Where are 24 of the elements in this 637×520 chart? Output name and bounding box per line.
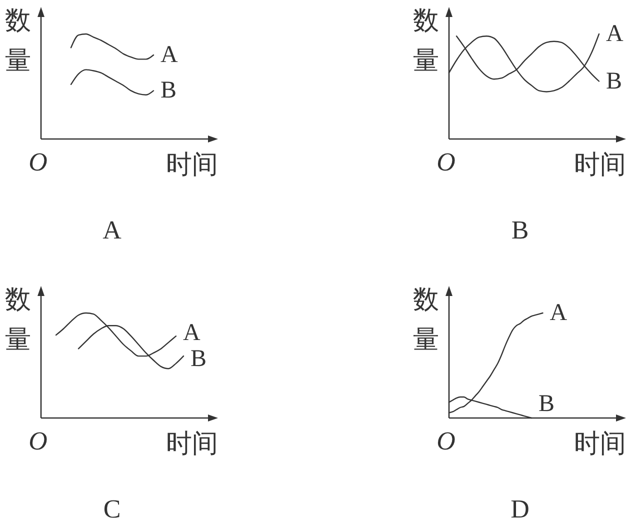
text: O xyxy=(436,148,456,176)
text: O xyxy=(436,426,456,456)
series-label: A xyxy=(606,21,624,47)
text: D xyxy=(510,494,530,520)
series-label: A xyxy=(160,42,178,68)
text: O xyxy=(28,426,48,456)
series-label: A xyxy=(183,320,201,346)
text: A xyxy=(102,216,122,244)
x-axis-title: 时间 xyxy=(574,429,626,459)
text: C xyxy=(103,494,121,520)
series-label: A xyxy=(550,300,568,326)
series-label: B xyxy=(190,346,207,372)
x-axis-title: 时间 xyxy=(574,150,626,180)
text: O xyxy=(28,148,48,176)
y-axis-title: 数量 xyxy=(5,6,31,76)
x-axis-title: 时间 xyxy=(166,150,218,180)
series-label: B xyxy=(538,391,555,417)
x-axis-title: 时间 xyxy=(166,429,218,459)
y-axis-title: 数量 xyxy=(413,285,439,355)
series-label: B xyxy=(160,78,177,104)
text: B xyxy=(511,216,529,244)
y-axis-title: 数量 xyxy=(5,285,31,355)
y-axis-title: 数量 xyxy=(413,6,439,76)
series-label: B xyxy=(606,68,622,94)
